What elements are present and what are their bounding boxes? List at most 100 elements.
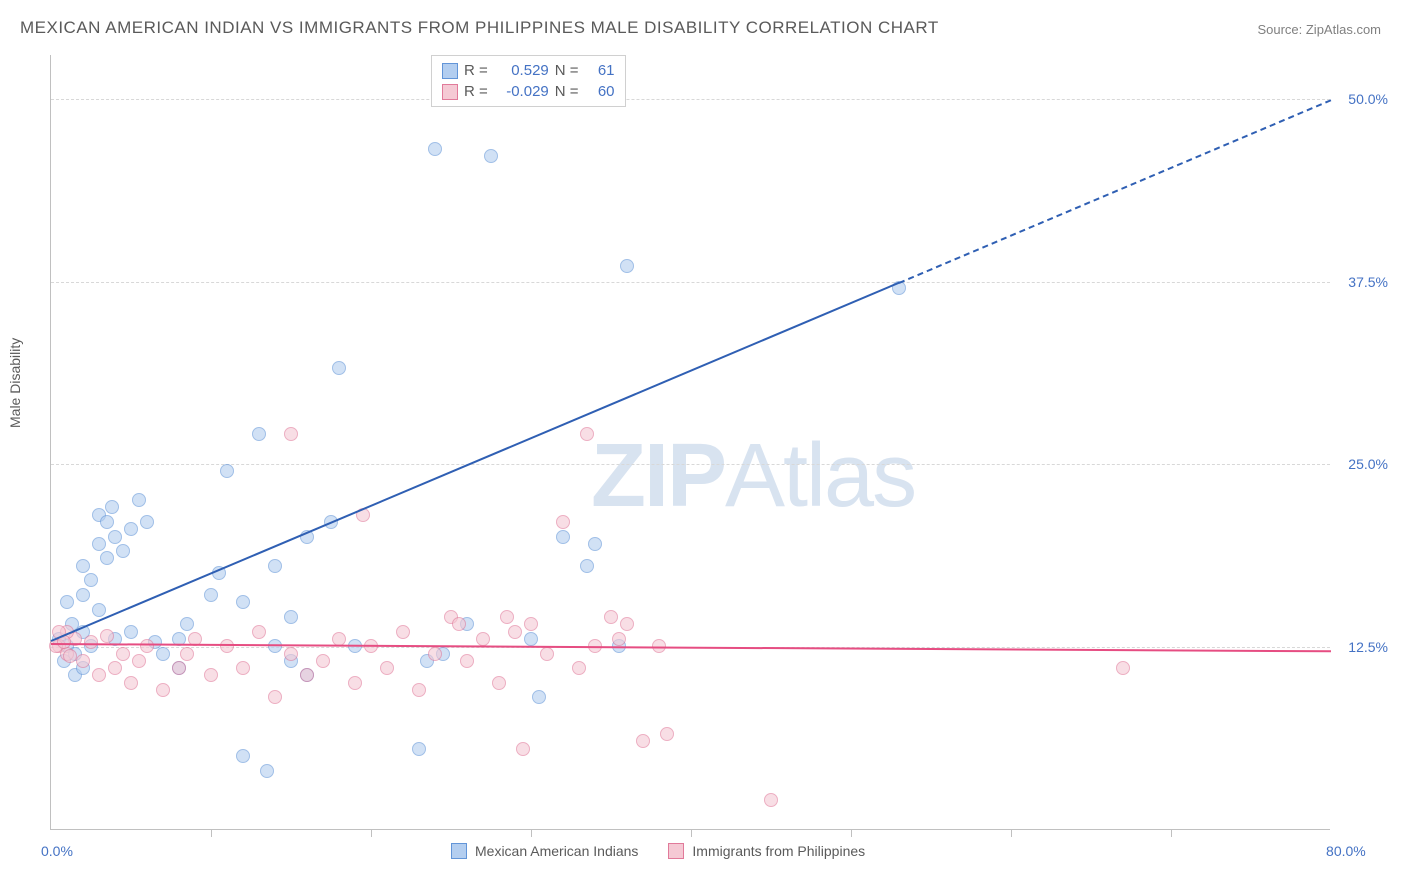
- data-point: [300, 668, 314, 682]
- data-point: [660, 727, 674, 741]
- data-point: [620, 259, 634, 273]
- data-point: [484, 149, 498, 163]
- data-point: [92, 668, 106, 682]
- data-point: [180, 647, 194, 661]
- x-axis-start-label: 0.0%: [41, 843, 73, 859]
- data-point: [452, 617, 466, 631]
- x-tick: [1171, 829, 1172, 837]
- x-tick: [1011, 829, 1012, 837]
- data-point: [124, 676, 138, 690]
- data-point: [236, 749, 250, 763]
- trendline-extrapolated: [899, 99, 1332, 284]
- data-point: [428, 647, 442, 661]
- data-point: [516, 742, 530, 756]
- data-point: [268, 690, 282, 704]
- x-tick: [371, 829, 372, 837]
- legend-item-1: Mexican American Indians: [451, 843, 638, 859]
- data-point: [60, 595, 74, 609]
- data-point: [204, 668, 218, 682]
- data-point: [612, 632, 626, 646]
- data-point: [268, 559, 282, 573]
- y-tick-label: 37.5%: [1348, 274, 1388, 290]
- y-tick-label: 12.5%: [1348, 639, 1388, 655]
- x-tick: [851, 829, 852, 837]
- data-point: [204, 588, 218, 602]
- data-point: [140, 515, 154, 529]
- data-point: [764, 793, 778, 807]
- legend-swatch-pink-icon: [668, 843, 684, 859]
- data-point: [380, 661, 394, 675]
- data-point: [105, 500, 119, 514]
- x-tick: [211, 829, 212, 837]
- data-point: [508, 625, 522, 639]
- data-point: [236, 661, 250, 675]
- trendline: [51, 282, 900, 642]
- x-axis-end-label: 80.0%: [1326, 843, 1366, 859]
- data-point: [100, 629, 114, 643]
- y-tick-label: 25.0%: [1348, 456, 1388, 472]
- data-point: [532, 690, 546, 704]
- data-point: [572, 661, 586, 675]
- data-point: [116, 544, 130, 558]
- data-point: [92, 537, 106, 551]
- x-tick: [531, 829, 532, 837]
- data-point: [412, 742, 426, 756]
- data-point: [116, 647, 130, 661]
- data-point: [260, 764, 274, 778]
- data-point: [220, 464, 234, 478]
- data-point: [604, 610, 618, 624]
- data-point: [140, 639, 154, 653]
- data-point: [316, 654, 330, 668]
- source-attribution: Source: ZipAtlas.com: [1257, 22, 1381, 37]
- data-point: [332, 361, 346, 375]
- data-point: [220, 639, 234, 653]
- data-point: [100, 551, 114, 565]
- gridline: [51, 282, 1330, 283]
- data-point: [236, 595, 250, 609]
- data-point: [556, 515, 570, 529]
- data-point: [252, 427, 266, 441]
- data-point: [284, 610, 298, 624]
- data-point: [460, 654, 474, 668]
- data-point: [396, 625, 410, 639]
- data-point: [580, 427, 594, 441]
- data-point: [124, 522, 138, 536]
- n-value-1: 61: [585, 62, 615, 79]
- data-point: [76, 654, 90, 668]
- data-point: [76, 588, 90, 602]
- data-point: [132, 493, 146, 507]
- data-point: [284, 427, 298, 441]
- data-point: [108, 661, 122, 675]
- data-point: [124, 625, 138, 639]
- series-legend: Mexican American Indians Immigrants from…: [451, 843, 865, 859]
- data-point: [476, 632, 490, 646]
- x-tick: [691, 829, 692, 837]
- data-point: [524, 617, 538, 631]
- data-point: [63, 649, 77, 663]
- data-point: [500, 610, 514, 624]
- data-point: [556, 530, 570, 544]
- data-point: [620, 617, 634, 631]
- data-point: [588, 537, 602, 551]
- n-value-2: 60: [585, 83, 615, 100]
- data-point: [108, 530, 122, 544]
- r-value-1: 0.529: [494, 62, 549, 79]
- data-point: [1116, 661, 1130, 675]
- data-point: [524, 632, 538, 646]
- data-point: [348, 676, 362, 690]
- data-point: [92, 603, 106, 617]
- data-point: [180, 617, 194, 631]
- r-value-2: -0.029: [494, 83, 549, 100]
- data-point: [100, 515, 114, 529]
- data-point: [428, 142, 442, 156]
- gridline: [51, 99, 1330, 100]
- data-point: [284, 647, 298, 661]
- legend-swatch-blue: [442, 63, 458, 79]
- data-point: [492, 676, 506, 690]
- data-point: [580, 559, 594, 573]
- data-point: [156, 647, 170, 661]
- data-point: [84, 635, 98, 649]
- chart-plot-area: ZIPAtlas 12.5%25.0%37.5%50.0% R = 0.529 …: [50, 55, 1330, 830]
- correlation-legend: R = 0.529 N = 61 R = -0.029 N = 60: [431, 55, 626, 107]
- legend-row-series-2: R = -0.029 N = 60: [442, 81, 615, 102]
